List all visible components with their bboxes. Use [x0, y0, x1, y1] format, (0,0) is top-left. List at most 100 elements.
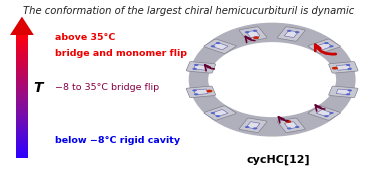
Bar — [16, 134, 28, 135]
Bar — [16, 39, 28, 40]
Bar — [16, 68, 28, 69]
Bar — [16, 44, 28, 45]
Bar — [16, 70, 28, 71]
FancyBboxPatch shape — [277, 118, 305, 132]
Circle shape — [324, 115, 328, 117]
Circle shape — [211, 112, 215, 114]
Bar — [16, 148, 28, 149]
Bar — [16, 60, 28, 61]
Bar — [16, 81, 28, 82]
Bar — [16, 66, 28, 67]
FancyBboxPatch shape — [212, 43, 228, 50]
Bar — [16, 135, 28, 136]
Circle shape — [324, 42, 328, 44]
Bar — [16, 98, 28, 99]
Text: above 35°C: above 35°C — [55, 33, 115, 42]
Polygon shape — [10, 17, 34, 35]
Bar — [16, 139, 28, 140]
Circle shape — [287, 127, 291, 130]
Circle shape — [192, 89, 197, 92]
Bar — [16, 124, 28, 125]
Bar — [16, 93, 28, 94]
Circle shape — [211, 45, 215, 47]
Bar — [16, 51, 28, 52]
Bar — [16, 127, 28, 128]
Bar — [16, 76, 28, 77]
Bar — [16, 99, 28, 100]
Bar — [16, 100, 28, 101]
Bar — [16, 64, 28, 65]
Text: The conformation of the largest chiral hemicucurbituril is dynamic: The conformation of the largest chiral h… — [23, 6, 355, 16]
Bar — [16, 80, 28, 81]
Bar — [16, 71, 28, 72]
Bar — [16, 43, 28, 44]
Bar — [16, 156, 28, 158]
Bar — [16, 125, 28, 126]
Bar — [16, 72, 28, 73]
Circle shape — [346, 93, 350, 95]
Bar — [16, 67, 28, 68]
FancyBboxPatch shape — [246, 122, 260, 129]
Bar — [16, 86, 28, 87]
Text: −8 to 35°C bridge flip: −8 to 35°C bridge flip — [55, 83, 159, 92]
Bar — [16, 62, 28, 64]
Bar — [16, 121, 28, 122]
Bar — [16, 142, 28, 143]
Bar — [16, 57, 28, 58]
Bar — [16, 131, 28, 132]
Bar — [16, 111, 28, 112]
FancyBboxPatch shape — [329, 86, 358, 98]
Bar — [16, 153, 28, 155]
Text: T: T — [33, 80, 43, 94]
Bar — [16, 117, 28, 118]
Circle shape — [253, 30, 257, 32]
Bar — [16, 150, 28, 151]
Bar — [16, 42, 28, 43]
Bar — [16, 112, 28, 113]
Bar — [16, 147, 28, 148]
Text: below −8°C rigid cavity: below −8°C rigid cavity — [55, 136, 180, 145]
Bar — [16, 145, 28, 146]
Bar — [16, 137, 28, 138]
Bar — [16, 77, 28, 78]
FancyBboxPatch shape — [204, 106, 236, 120]
Bar — [16, 97, 28, 98]
Bar — [16, 95, 28, 96]
Bar — [16, 94, 28, 95]
Bar — [16, 35, 28, 36]
Circle shape — [347, 89, 352, 92]
Bar — [16, 122, 28, 123]
Bar — [16, 88, 28, 89]
Bar — [16, 140, 28, 141]
FancyBboxPatch shape — [246, 30, 260, 37]
Bar — [16, 144, 28, 145]
Bar — [16, 107, 28, 108]
Circle shape — [194, 64, 198, 66]
FancyBboxPatch shape — [336, 89, 350, 95]
Bar — [16, 110, 28, 111]
Text: cycHC[12]: cycHC[12] — [246, 155, 310, 165]
Bar — [16, 126, 28, 127]
Bar — [16, 143, 28, 144]
FancyBboxPatch shape — [285, 122, 298, 129]
FancyBboxPatch shape — [329, 62, 358, 73]
Bar — [16, 138, 28, 139]
FancyBboxPatch shape — [186, 62, 215, 73]
Bar — [16, 85, 28, 86]
Bar — [16, 155, 28, 156]
Bar — [16, 37, 28, 38]
FancyBboxPatch shape — [194, 89, 208, 95]
Circle shape — [329, 45, 334, 47]
Bar — [16, 84, 28, 85]
Bar — [16, 146, 28, 147]
Bar — [16, 105, 28, 106]
FancyBboxPatch shape — [194, 65, 208, 70]
Circle shape — [245, 126, 249, 128]
Bar — [16, 91, 28, 92]
Bar — [16, 106, 28, 107]
Bar — [16, 61, 28, 62]
FancyBboxPatch shape — [186, 86, 215, 98]
Bar — [16, 104, 28, 105]
Bar — [16, 120, 28, 121]
Circle shape — [285, 120, 291, 123]
